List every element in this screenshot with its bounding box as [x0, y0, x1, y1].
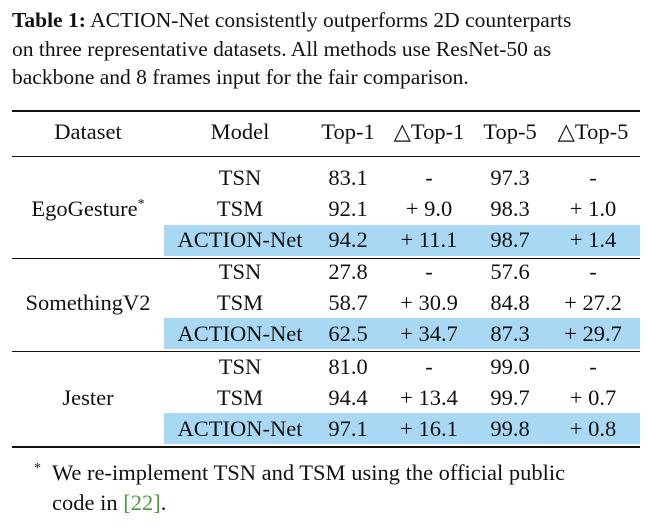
delta-top1-cell: - — [425, 165, 433, 190]
footnote-line-2: code in [22]. — [52, 490, 167, 515]
group-rule — [12, 258, 640, 259]
header-model: Model — [210, 119, 270, 144]
model-cell: TSM — [216, 385, 264, 410]
highlight-row — [164, 225, 640, 256]
model-cell: TSN — [218, 259, 262, 284]
model-cell: ACTION-Net — [177, 227, 303, 252]
delta-top5-cell: + 1.4 — [569, 227, 617, 252]
delta-top5-cell: + 1.0 — [569, 196, 617, 221]
caption-label: Table 1: — [12, 8, 86, 32]
highlight-row — [164, 318, 640, 349]
top5-cell: 97.3 — [490, 165, 530, 190]
dataset-cell: EgoGesture* — [31, 196, 145, 221]
caption-line-3: backbone and 8 frames input for the fair… — [12, 65, 469, 89]
citation-link[interactable]: [22] — [123, 490, 161, 515]
delta-top1-cell: + 11.1 — [400, 227, 458, 252]
top5-cell: 99.7 — [490, 385, 530, 410]
top5-cell: 99.0 — [490, 354, 530, 379]
model-cell: TSM — [216, 196, 264, 221]
top5-cell: 98.3 — [490, 196, 530, 221]
header-top5: Top-5 — [483, 119, 537, 144]
model-cell: TSM — [216, 290, 264, 315]
delta-top5-cell: - — [589, 259, 597, 284]
delta-top1-cell: + 16.1 — [400, 416, 458, 441]
header-top1: Top-1 — [321, 119, 375, 144]
footnote-mark: * — [137, 197, 145, 212]
header-delta-top1: △Top-1 — [393, 119, 465, 144]
delta-top5-cell: + 29.7 — [564, 321, 622, 346]
table-bottom-rule — [12, 446, 640, 448]
header-dataset: Dataset — [54, 119, 122, 144]
delta-top1-cell: + 30.9 — [400, 290, 458, 315]
caption-line-2: on three representative datasets. All me… — [12, 36, 552, 61]
table-top-rule — [12, 110, 640, 112]
model-cell: TSN — [218, 354, 262, 379]
top1-cell: 58.7 — [328, 290, 368, 315]
highlight-row — [164, 413, 640, 444]
top5-cell: 84.8 — [490, 290, 530, 315]
table-caption: Table 1: ACTION-Net consistently outperf… — [12, 6, 640, 92]
header-delta-top5: △Top-5 — [557, 119, 629, 144]
top1-cell: 94.2 — [328, 227, 368, 252]
top5-cell: 87.3 — [490, 321, 530, 346]
delta-top1-cell: + 34.7 — [400, 321, 458, 346]
top1-cell: 27.8 — [328, 259, 368, 284]
top1-cell: 81.0 — [328, 354, 368, 379]
footnote-mark: * — [34, 461, 41, 476]
dataset-cell: Jester — [62, 385, 114, 410]
top5-cell: 57.6 — [490, 259, 530, 284]
group-rule — [12, 351, 640, 352]
delta-top1-cell: + 13.4 — [400, 385, 458, 410]
top1-cell: 94.4 — [328, 385, 368, 410]
dataset-cell: SomethingV2 — [25, 290, 151, 315]
delta-top1-cell: - — [425, 259, 433, 284]
top5-cell: 98.7 — [490, 227, 530, 252]
model-cell: ACTION-Net — [177, 416, 303, 441]
delta-top1-cell: - — [425, 354, 433, 379]
delta-top5-cell: - — [589, 354, 597, 379]
delta-top5-cell: + 27.2 — [564, 290, 622, 315]
model-cell: TSN — [218, 165, 262, 190]
model-cell: ACTION-Net — [177, 321, 303, 346]
top5-cell: 99.8 — [490, 416, 530, 441]
footnote-line-1: We re-implement TSN and TSM using the of… — [52, 460, 566, 485]
top1-cell: 83.1 — [328, 165, 368, 190]
delta-top5-cell: + 0.7 — [569, 385, 617, 410]
header-rule — [12, 156, 640, 157]
top1-cell: 92.1 — [328, 196, 368, 221]
delta-top5-cell: + 0.8 — [569, 416, 617, 441]
top1-cell: 97.1 — [328, 416, 368, 441]
top1-cell: 62.5 — [328, 321, 368, 346]
caption-line-1: ACTION-Net consistently outperforms 2D c… — [90, 8, 572, 32]
delta-top1-cell: + 9.0 — [405, 196, 453, 221]
delta-top5-cell: - — [589, 165, 597, 190]
